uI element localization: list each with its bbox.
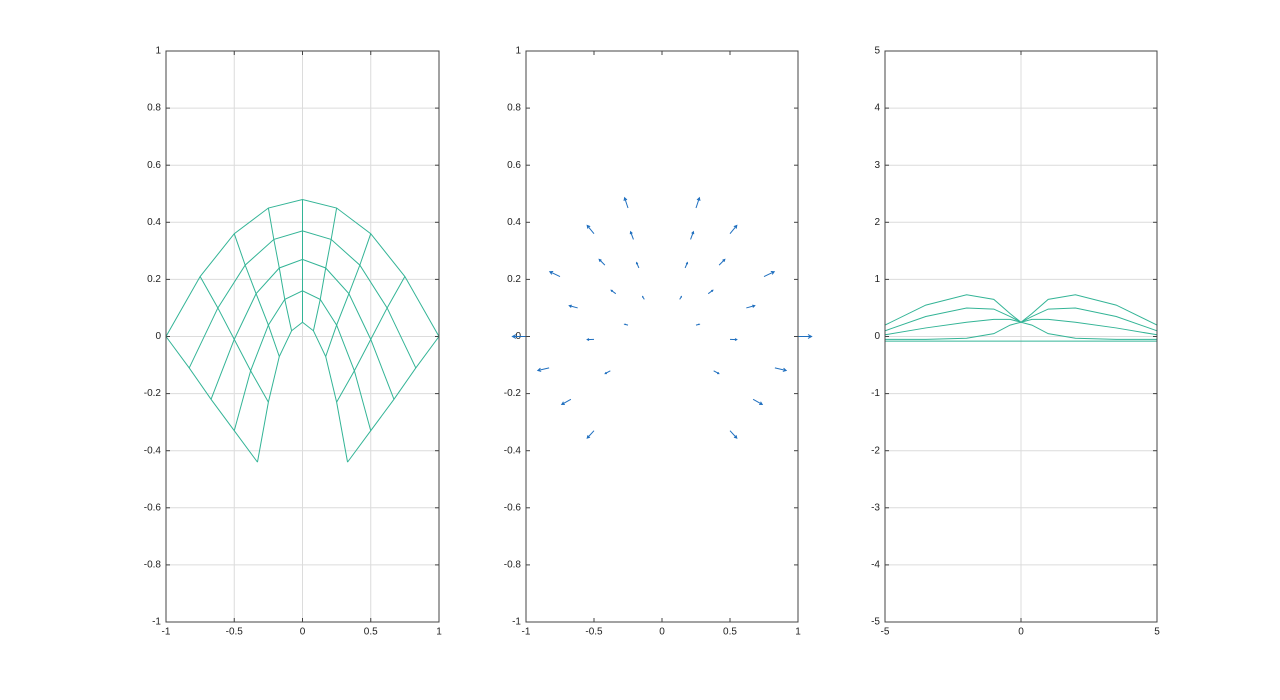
arrow bbox=[623, 323, 629, 326]
y-tick-label: -0.8 bbox=[504, 560, 522, 571]
axes-frame bbox=[165, 50, 440, 623]
y-tick-label: -0.6 bbox=[144, 502, 162, 513]
x-tick-label: 5 bbox=[1154, 627, 1160, 638]
y-tick-label: 1 bbox=[515, 46, 521, 57]
arrow bbox=[586, 224, 595, 235]
y-tick-label: -0.8 bbox=[144, 560, 162, 571]
y-tick-label: 0.2 bbox=[507, 274, 521, 285]
arrow bbox=[610, 289, 617, 295]
x-tick-label: 0.5 bbox=[364, 627, 378, 638]
y-tick-label: 0 bbox=[155, 331, 161, 342]
y-tick-label: -0.6 bbox=[504, 502, 522, 513]
arrow bbox=[548, 271, 561, 277]
arrow bbox=[598, 258, 606, 266]
y-tick-label: 0.2 bbox=[147, 274, 161, 285]
arrow bbox=[536, 367, 550, 372]
x-tick-label: 0 bbox=[1018, 627, 1024, 638]
arrow bbox=[642, 295, 645, 300]
y-tick-label: 0.8 bbox=[147, 103, 161, 114]
arrow bbox=[629, 230, 634, 240]
y-tick-label: -0.2 bbox=[504, 388, 522, 399]
y-tick-label: 3 bbox=[874, 160, 880, 171]
axes-frame bbox=[525, 50, 799, 623]
arrow bbox=[695, 323, 701, 326]
mesh-line bbox=[267, 207, 293, 331]
arrow bbox=[679, 295, 682, 300]
arrow bbox=[695, 196, 701, 209]
y-tick-label: -1 bbox=[152, 617, 161, 628]
y-tick-label: -2 bbox=[871, 445, 880, 456]
y-tick-label: 0.4 bbox=[147, 217, 161, 228]
y-tick-label: 0.4 bbox=[507, 217, 521, 228]
arrow bbox=[729, 430, 738, 439]
y-tick-label: 5 bbox=[874, 46, 880, 57]
y-tick-label: 0.8 bbox=[507, 103, 521, 114]
y-tick-label: -4 bbox=[871, 560, 880, 571]
y-tick-label: 1 bbox=[874, 274, 880, 285]
arrow bbox=[635, 261, 640, 269]
x-tick-label: 0 bbox=[659, 627, 665, 638]
y-tick-label: -1 bbox=[871, 388, 880, 399]
mesh-line bbox=[347, 336, 440, 463]
arrow bbox=[774, 367, 788, 372]
arrow bbox=[586, 430, 595, 439]
arrow bbox=[586, 338, 595, 341]
mesh-line bbox=[325, 233, 372, 357]
curve bbox=[885, 321, 1157, 340]
y-tick-label: 2 bbox=[874, 217, 880, 228]
y-tick-label: 0 bbox=[874, 331, 880, 342]
x-tick-label: 1 bbox=[436, 627, 442, 638]
x-tick-label: -0.5 bbox=[585, 627, 603, 638]
arrow bbox=[729, 224, 738, 235]
y-tick-label: -1 bbox=[512, 617, 521, 628]
x-tick-label: -0.5 bbox=[226, 627, 244, 638]
mesh-line bbox=[233, 233, 280, 357]
arrow bbox=[623, 196, 629, 209]
mesh-line bbox=[312, 207, 338, 331]
arrow bbox=[746, 304, 756, 309]
arrow bbox=[604, 370, 611, 375]
arrow bbox=[713, 370, 720, 375]
x-tick-label: -5 bbox=[881, 627, 890, 638]
arrow bbox=[752, 398, 764, 405]
x-tick-label: -1 bbox=[522, 627, 531, 638]
y-tick-label: 0.6 bbox=[507, 160, 521, 171]
arrow bbox=[568, 304, 578, 309]
y-tick-label: -0.4 bbox=[504, 445, 522, 456]
arrow bbox=[684, 261, 689, 269]
x-tick-label: 0.5 bbox=[723, 627, 737, 638]
arrow bbox=[560, 398, 572, 405]
y-tick-label: -5 bbox=[871, 617, 880, 628]
arrow bbox=[690, 230, 695, 240]
mesh-line bbox=[165, 336, 258, 463]
y-tick-label: 4 bbox=[874, 103, 880, 114]
arrow bbox=[718, 258, 726, 266]
y-tick-label: -0.2 bbox=[144, 388, 162, 399]
y-tick-label: -0.4 bbox=[144, 445, 162, 456]
mesh-line bbox=[336, 276, 406, 403]
arrow bbox=[763, 271, 776, 277]
arrow bbox=[729, 338, 738, 341]
axes-frame bbox=[884, 50, 1158, 623]
arrow bbox=[798, 334, 813, 339]
y-tick-label: -3 bbox=[871, 502, 880, 513]
mesh-line bbox=[199, 276, 269, 403]
y-tick-label: 0.6 bbox=[147, 160, 161, 171]
x-tick-label: -1 bbox=[162, 627, 171, 638]
arrow bbox=[707, 289, 714, 295]
x-tick-label: 0 bbox=[300, 627, 306, 638]
arrow bbox=[511, 334, 526, 339]
y-tick-label: 1 bbox=[155, 46, 161, 57]
x-tick-label: 1 bbox=[795, 627, 801, 638]
